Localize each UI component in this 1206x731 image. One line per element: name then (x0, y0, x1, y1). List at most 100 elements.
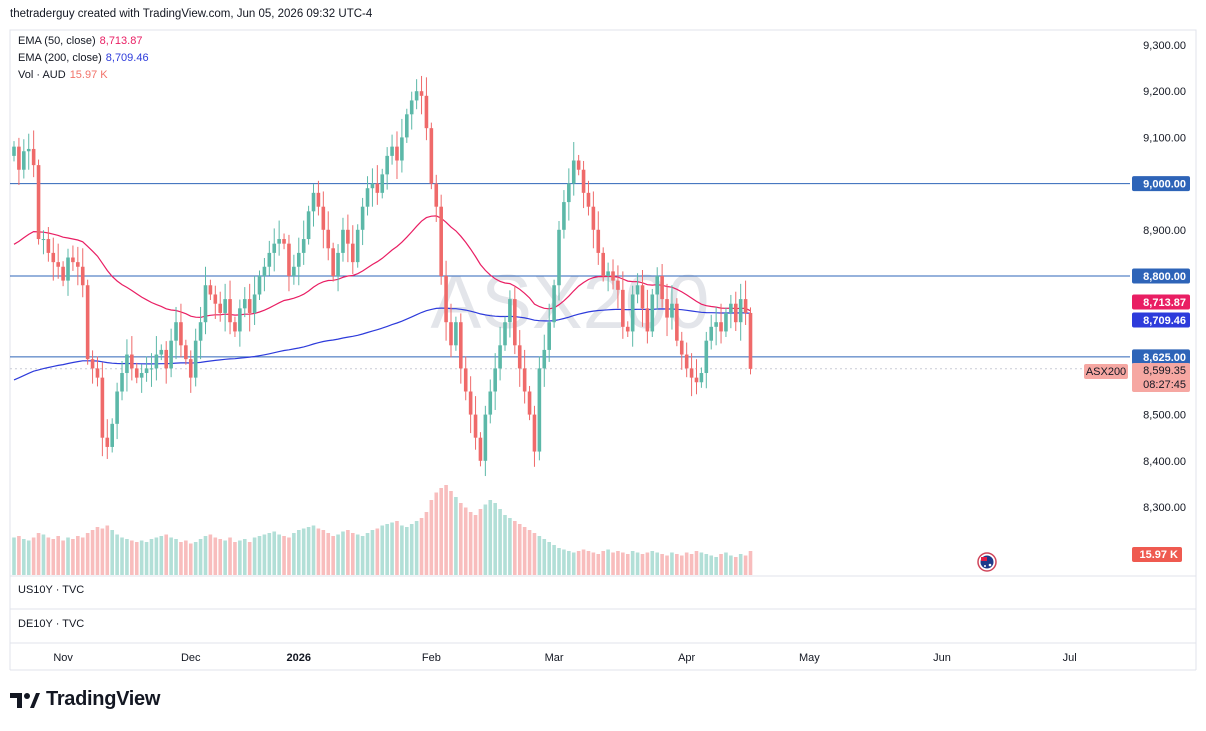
candle (738, 283, 743, 341)
time-tick-label: May (799, 652, 820, 664)
volume-bar (748, 551, 753, 575)
candle-body (154, 354, 159, 369)
candle (188, 350, 193, 393)
volume-bar (733, 557, 738, 575)
volume-bar (85, 533, 90, 575)
legend-vol[interactable]: Vol · AUD 15.97 K (18, 69, 108, 81)
candle-body (537, 368, 542, 452)
volume-bar (424, 512, 429, 575)
candle (508, 290, 512, 338)
candle (459, 313, 463, 384)
candle-body (346, 229, 350, 244)
candle (478, 432, 483, 467)
volume-bar (56, 536, 60, 575)
candle-body (562, 202, 566, 230)
candle-body (247, 299, 252, 313)
candle (164, 341, 169, 384)
volume-bar (17, 536, 21, 575)
legend-ema50-label: EMA (50, close) (18, 35, 96, 47)
candle-body (581, 169, 586, 193)
candle (331, 242, 335, 282)
candle-body (591, 206, 596, 230)
candle (537, 356, 542, 461)
candle-body (704, 340, 709, 374)
volume-bar (41, 534, 46, 575)
volume-bar (557, 548, 561, 575)
volume-bar (90, 530, 95, 575)
watermark: ASX200 (431, 260, 710, 345)
candle-body (198, 322, 203, 341)
candle-body (179, 322, 183, 346)
volume-bar (616, 551, 620, 575)
flag-star (984, 565, 986, 567)
candle (272, 228, 277, 272)
candle (414, 79, 419, 110)
candle-body (380, 174, 385, 193)
candle (46, 227, 51, 262)
candle (645, 289, 650, 344)
volume-bar (454, 497, 458, 575)
volume-bar (51, 539, 56, 575)
candle (321, 191, 326, 249)
legend-ema50[interactable]: EMA (50, close) 8,713.87 (18, 35, 142, 47)
australia-flag-icon[interactable] (977, 552, 997, 572)
candle (635, 273, 640, 304)
candle-body (375, 183, 380, 193)
legend-ema50-value: 8,713.87 (99, 35, 143, 47)
pane-us10y-label[interactable]: US10Y · TVC (18, 584, 85, 596)
badge-volume-bg (1132, 547, 1182, 562)
time-tick-label: Mar (545, 652, 564, 664)
volume-bar (650, 551, 655, 575)
candle-body (483, 414, 488, 461)
candle-body (282, 239, 286, 244)
candle-body (370, 183, 375, 189)
candle (115, 382, 119, 440)
candle-body (616, 280, 620, 290)
tradingview-logo[interactable]: TradingView (10, 688, 160, 711)
pane-de10y-label[interactable]: DE10Y · TVC (18, 618, 85, 630)
badge-8625-bg (1132, 349, 1190, 365)
flag-star (988, 563, 992, 567)
candle-body (110, 423, 114, 447)
volume-bar (125, 539, 129, 575)
candle-body (321, 206, 326, 230)
candle (130, 336, 134, 381)
volume-bar (311, 525, 316, 575)
candle (684, 342, 689, 378)
candle-body (621, 289, 625, 327)
candle-body (449, 322, 453, 346)
candle-body (233, 322, 237, 332)
candle-body (508, 299, 512, 323)
candle (149, 353, 154, 387)
candle (203, 266, 208, 335)
candle (51, 237, 56, 281)
flag-union (981, 557, 987, 561)
candle-body (120, 373, 124, 392)
volume-bar (198, 539, 203, 575)
candle (355, 224, 360, 268)
candle (409, 91, 414, 130)
badge-ema200: 8,709.46 (1132, 312, 1190, 328)
candle (262, 257, 267, 292)
volume-bar (292, 533, 296, 575)
volume-bar (738, 554, 743, 575)
volume-bar (233, 542, 237, 575)
legend-ema200[interactable]: EMA (200, close) 8,709.46 (18, 52, 149, 64)
candle-body (738, 299, 743, 323)
grid (9, 29, 1197, 671)
candle (567, 168, 571, 221)
candle (483, 405, 488, 477)
candle-body (601, 252, 605, 276)
volume-bar (621, 552, 625, 575)
candle (621, 271, 625, 339)
candle (184, 339, 188, 365)
volume-bar (164, 534, 169, 575)
badge-volume: 15.97 K (1132, 547, 1182, 562)
price-tick-label: 9,200.00 (1143, 86, 1186, 98)
volume-bar (169, 537, 173, 575)
volume-bar (100, 528, 105, 575)
candle-body (694, 377, 699, 383)
candle (375, 165, 380, 205)
volume-bar (375, 528, 380, 575)
